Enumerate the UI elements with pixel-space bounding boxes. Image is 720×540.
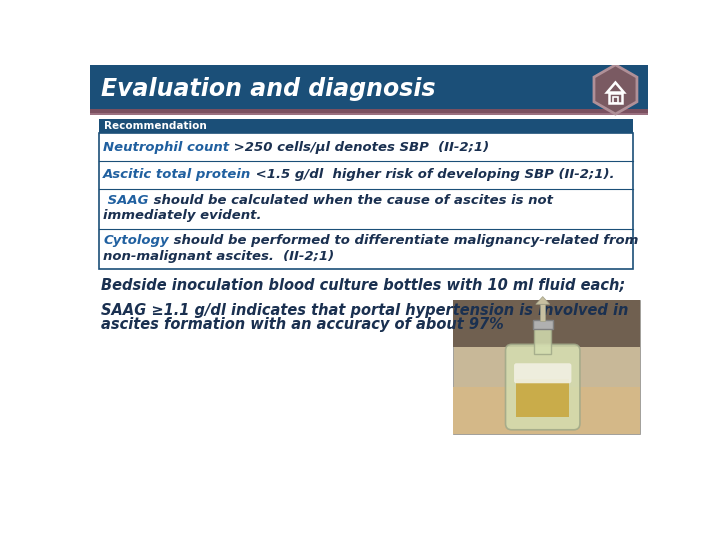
FancyBboxPatch shape <box>516 380 569 417</box>
FancyBboxPatch shape <box>90 65 648 110</box>
FancyBboxPatch shape <box>541 304 545 321</box>
FancyBboxPatch shape <box>453 300 640 434</box>
Text: Recommendation: Recommendation <box>104 122 207 131</box>
Text: should be performed to differentiate malignancy-related from: should be performed to differentiate mal… <box>168 234 638 247</box>
Text: Bedside inoculation blood culture bottles with 10 ml fluid each;: Bedside inoculation blood culture bottle… <box>101 278 625 293</box>
Text: non-malignant ascites.  (II-2;1): non-malignant ascites. (II-2;1) <box>103 249 334 262</box>
FancyBboxPatch shape <box>534 327 552 354</box>
Text: should be calculated when the cause of ascites is not: should be calculated when the cause of a… <box>148 194 553 207</box>
FancyBboxPatch shape <box>533 320 553 329</box>
Text: Neutrophil count: Neutrophil count <box>103 141 229 154</box>
Polygon shape <box>594 65 637 114</box>
Polygon shape <box>536 296 549 304</box>
Text: >250 cells/µl denotes SBP  (II-2;1): >250 cells/µl denotes SBP (II-2;1) <box>229 141 490 154</box>
FancyBboxPatch shape <box>505 345 580 430</box>
Text: SAAG ≥1.1 g/dl indicates that portal hypertension is involved in: SAAG ≥1.1 g/dl indicates that portal hyp… <box>101 303 629 318</box>
Text: Evaluation and diagnosis: Evaluation and diagnosis <box>101 77 436 100</box>
FancyBboxPatch shape <box>99 119 632 133</box>
Text: SAAG: SAAG <box>103 194 148 207</box>
FancyBboxPatch shape <box>90 110 648 113</box>
FancyBboxPatch shape <box>90 113 648 115</box>
FancyBboxPatch shape <box>453 300 640 347</box>
FancyBboxPatch shape <box>514 363 572 383</box>
FancyBboxPatch shape <box>453 387 640 434</box>
Text: ascites formation with an accuracy of about 97%: ascites formation with an accuracy of ab… <box>101 316 503 332</box>
Text: Ascitic total protein: Ascitic total protein <box>103 168 251 181</box>
Text: Cytology: Cytology <box>103 234 168 247</box>
FancyBboxPatch shape <box>99 133 632 269</box>
Text: <1.5 g/dl  higher risk of developing SBP (II-2;1).: <1.5 g/dl higher risk of developing SBP … <box>251 168 615 181</box>
Text: immediately evident.: immediately evident. <box>103 210 261 222</box>
